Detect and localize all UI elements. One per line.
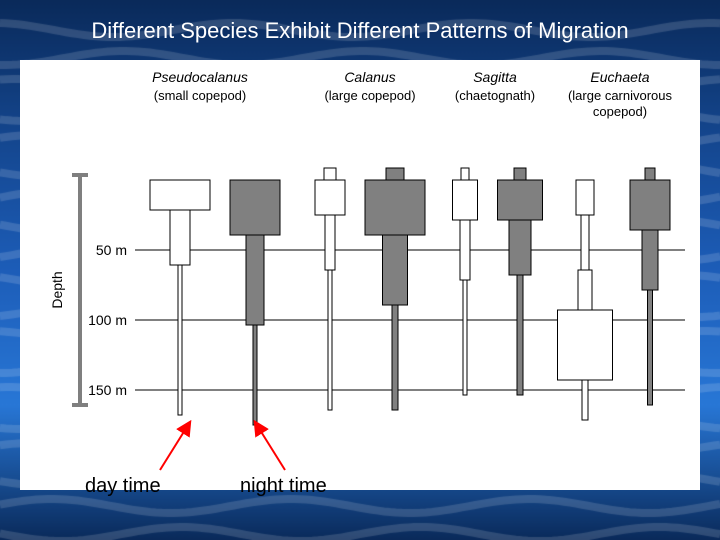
figure-panel: 50 m 100 m 150 m Depth Pseudocalanus (small c… bbox=[20, 60, 700, 490]
svg-text:150 m: 150 m bbox=[88, 382, 127, 398]
day-caption: day time bbox=[85, 475, 161, 498]
svg-text:Pseudocalanus: Pseudocalanus bbox=[152, 69, 248, 85]
svg-text:50 m: 50 m bbox=[96, 242, 127, 258]
svg-text:Calanus: Calanus bbox=[344, 69, 395, 85]
svg-text:Euchaeta: Euchaeta bbox=[590, 69, 649, 85]
night-caption: night time bbox=[240, 475, 327, 498]
svg-text:Sagitta: Sagitta bbox=[473, 69, 517, 85]
svg-text:Depth: Depth bbox=[49, 271, 65, 308]
svg-text:(large carnivorouscopepod): (large carnivorouscopepod) bbox=[568, 88, 673, 119]
slide-title: Different Species Exhibit Different Patt… bbox=[0, 18, 720, 44]
svg-text:(chaetognath): (chaetognath) bbox=[455, 88, 535, 103]
svg-text:100 m: 100 m bbox=[88, 312, 127, 328]
svg-text:(large copepod): (large copepod) bbox=[324, 88, 415, 103]
svg-text:(small copepod): (small copepod) bbox=[154, 88, 247, 103]
migration-chart: 50 m 100 m 150 m Depth Pseudocalanus (small c… bbox=[20, 60, 700, 490]
